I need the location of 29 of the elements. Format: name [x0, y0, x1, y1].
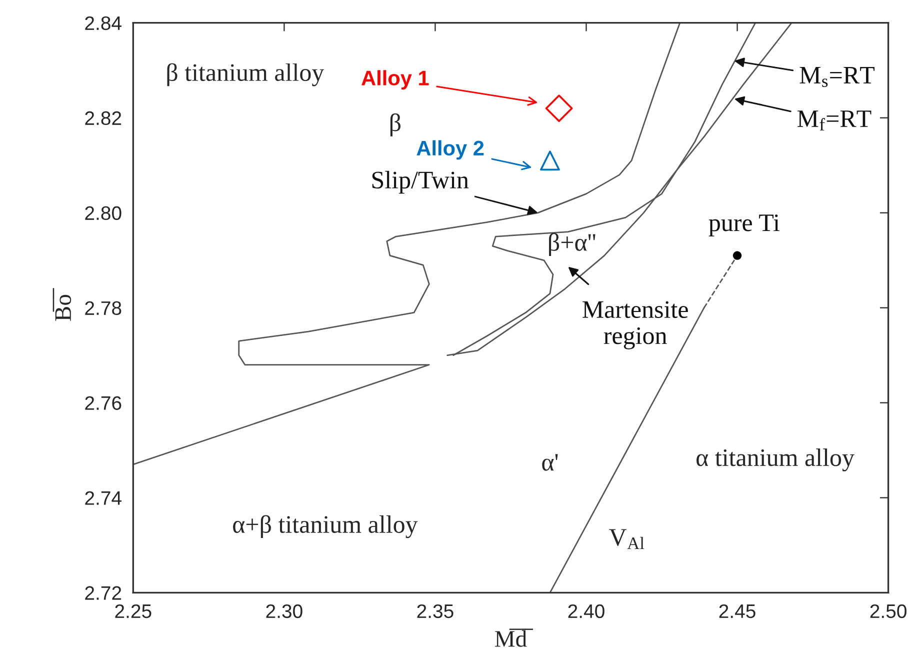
annotation: V$_{Al}$ — [609, 529, 644, 550]
y-tick-label: 2.82 — [85, 111, 122, 126]
annotation: M$_{s}$=RT — [800, 67, 874, 88]
annotation: Alloy 2 — [416, 140, 484, 160]
annotation: β — [390, 113, 400, 136]
annotation: Martensite region — [582, 301, 688, 350]
x-tick-label: 2.40 — [568, 604, 604, 618]
x-axis-title: M̅d̅ — [495, 628, 534, 647]
y-axis-title: B̅o̅ — [52, 288, 72, 321]
annotation: α titanium alloy — [696, 448, 854, 472]
annotation: α' — [542, 454, 558, 471]
annotation: β titanium alloy — [167, 63, 324, 86]
annotation: β+α'' — [549, 233, 596, 256]
y-tick-label: 2.76 — [85, 396, 122, 410]
annotation: Alloy 1 — [362, 70, 429, 90]
annotation: M$_{f}$=RT — [797, 110, 872, 130]
x-tick-label: 2.45 — [719, 604, 756, 618]
y-tick-label: 2.80 — [85, 206, 122, 220]
y-tick-label: 2.74 — [85, 491, 122, 505]
annotation: Slip/Twin — [372, 170, 469, 194]
y-tick-label: 2.78 — [85, 301, 122, 316]
x-tick-label: 2.50 — [870, 604, 906, 618]
x-tick-label: 2.30 — [266, 604, 302, 618]
y-tick-label: 2.72 — [85, 586, 122, 600]
annotation: α+β titanium alloy — [233, 515, 418, 538]
x-tick-label: 2.35 — [417, 604, 454, 618]
x-tick-label: 2.25 — [115, 604, 152, 618]
annotation: pure Ti — [708, 214, 780, 236]
y-tick-label: 2.84 — [85, 16, 122, 30]
